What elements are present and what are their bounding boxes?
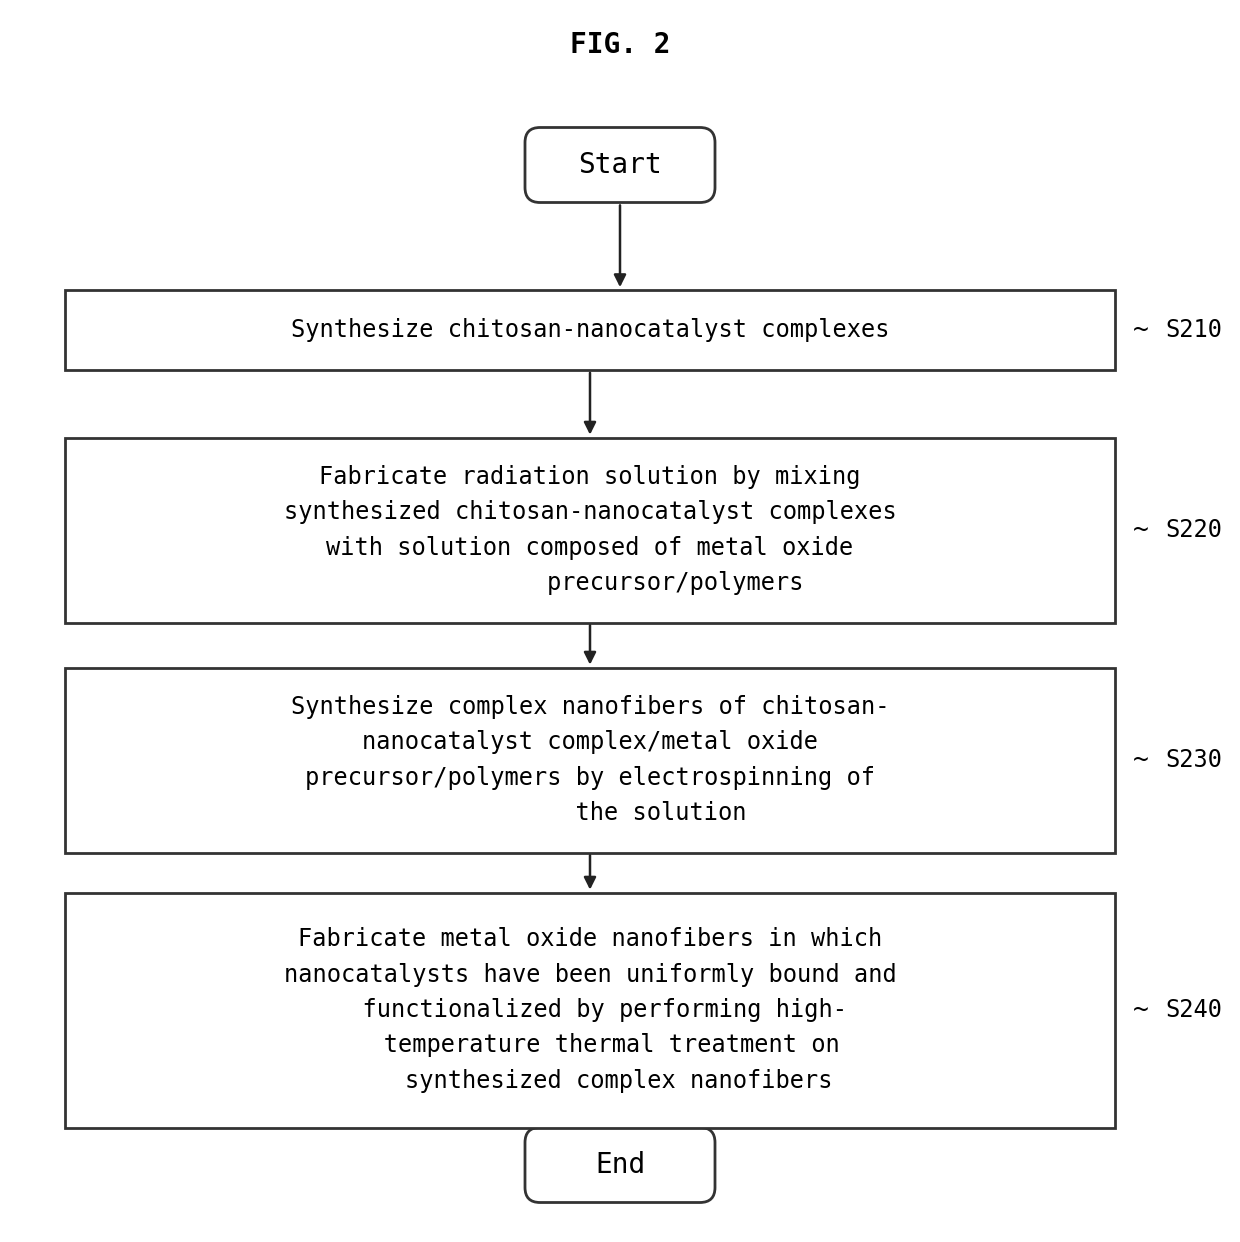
Text: Start: Start (578, 152, 662, 179)
Text: ~: ~ (1133, 746, 1149, 773)
Text: End: End (595, 1151, 645, 1179)
Text: S210: S210 (1166, 318, 1221, 342)
FancyBboxPatch shape (64, 289, 1115, 370)
FancyBboxPatch shape (64, 667, 1115, 852)
Text: S230: S230 (1166, 748, 1221, 773)
Text: Fabricate metal oxide nanofibers in which
nanocatalysts have been uniformly boun: Fabricate metal oxide nanofibers in whic… (284, 928, 897, 1093)
Text: Synthesize chitosan-nanocatalyst complexes: Synthesize chitosan-nanocatalyst complex… (290, 318, 889, 342)
FancyBboxPatch shape (525, 1128, 715, 1202)
Text: S240: S240 (1166, 999, 1221, 1022)
Text: S220: S220 (1166, 518, 1221, 542)
Text: Synthesize complex nanofibers of chitosan-
nanocatalyst complex/metal oxide
prec: Synthesize complex nanofibers of chitosa… (290, 696, 889, 825)
Text: ~: ~ (1133, 997, 1149, 1023)
Text: ~: ~ (1133, 517, 1149, 543)
Text: ~: ~ (1133, 317, 1149, 343)
FancyBboxPatch shape (64, 893, 1115, 1128)
FancyBboxPatch shape (64, 437, 1115, 622)
Text: Fabricate radiation solution by mixing
synthesized chitosan-nanocatalyst complex: Fabricate radiation solution by mixing s… (284, 465, 897, 595)
FancyBboxPatch shape (525, 128, 715, 202)
Text: FIG. 2: FIG. 2 (569, 31, 671, 60)
